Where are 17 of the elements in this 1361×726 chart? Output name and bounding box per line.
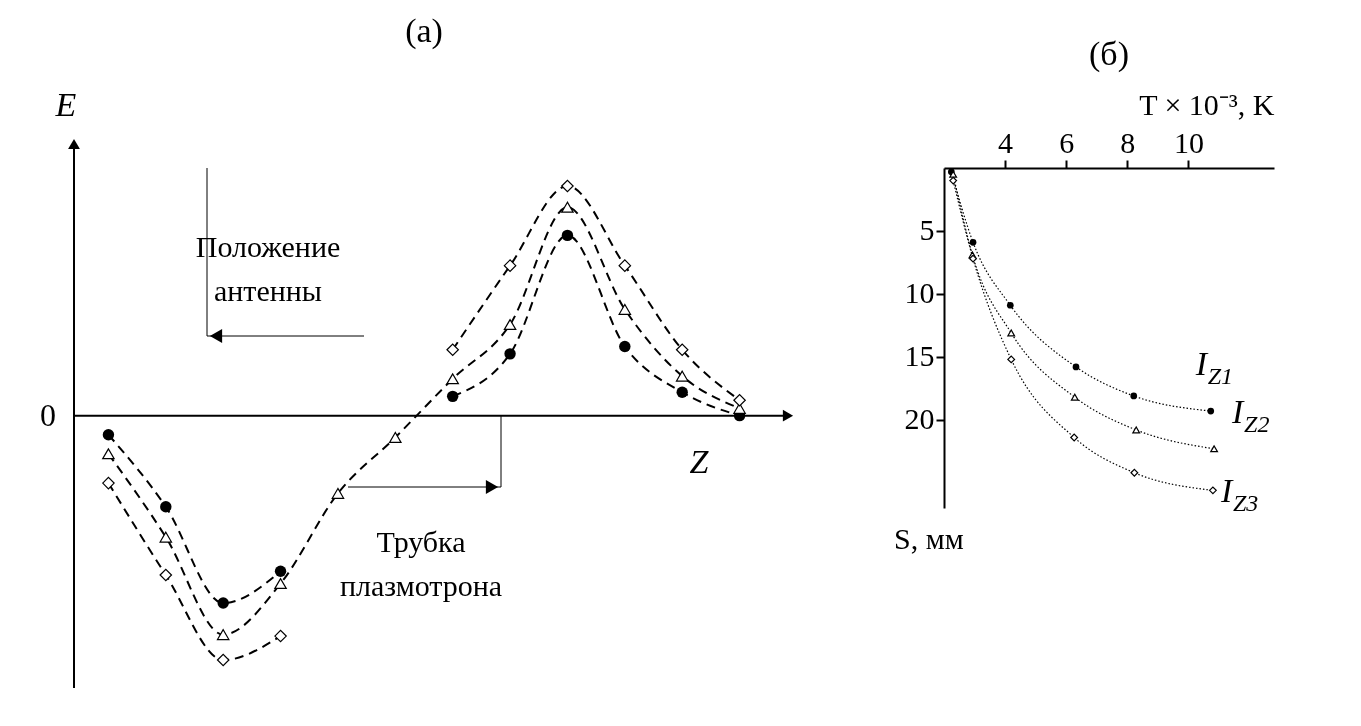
y-tick-label: 5	[919, 213, 935, 247]
y-tick-label: 20	[904, 402, 935, 436]
annotation: Положение антенны	[195, 230, 341, 307]
text: 0	[40, 396, 56, 433]
chart-title: (б)	[1089, 35, 1129, 73]
x-tick-label: 6	[1059, 125, 1075, 159]
x-axis-title: Z	[689, 442, 710, 480]
annotation: Трубка плазмотрона	[339, 525, 503, 602]
x-tick-label: 8	[1120, 125, 1136, 159]
chart-title: (а)	[405, 12, 443, 50]
x-tick-label: 10	[1173, 125, 1204, 159]
y-axis-title: E	[54, 86, 77, 123]
y-axis-title: S, мм	[894, 522, 964, 555]
x-tick-label: 4	[998, 125, 1014, 159]
y-tick-label: 15	[904, 339, 935, 373]
y-tick-label: 10	[904, 276, 935, 310]
x-axis-title: T × 10⁻³, K	[1139, 87, 1275, 121]
